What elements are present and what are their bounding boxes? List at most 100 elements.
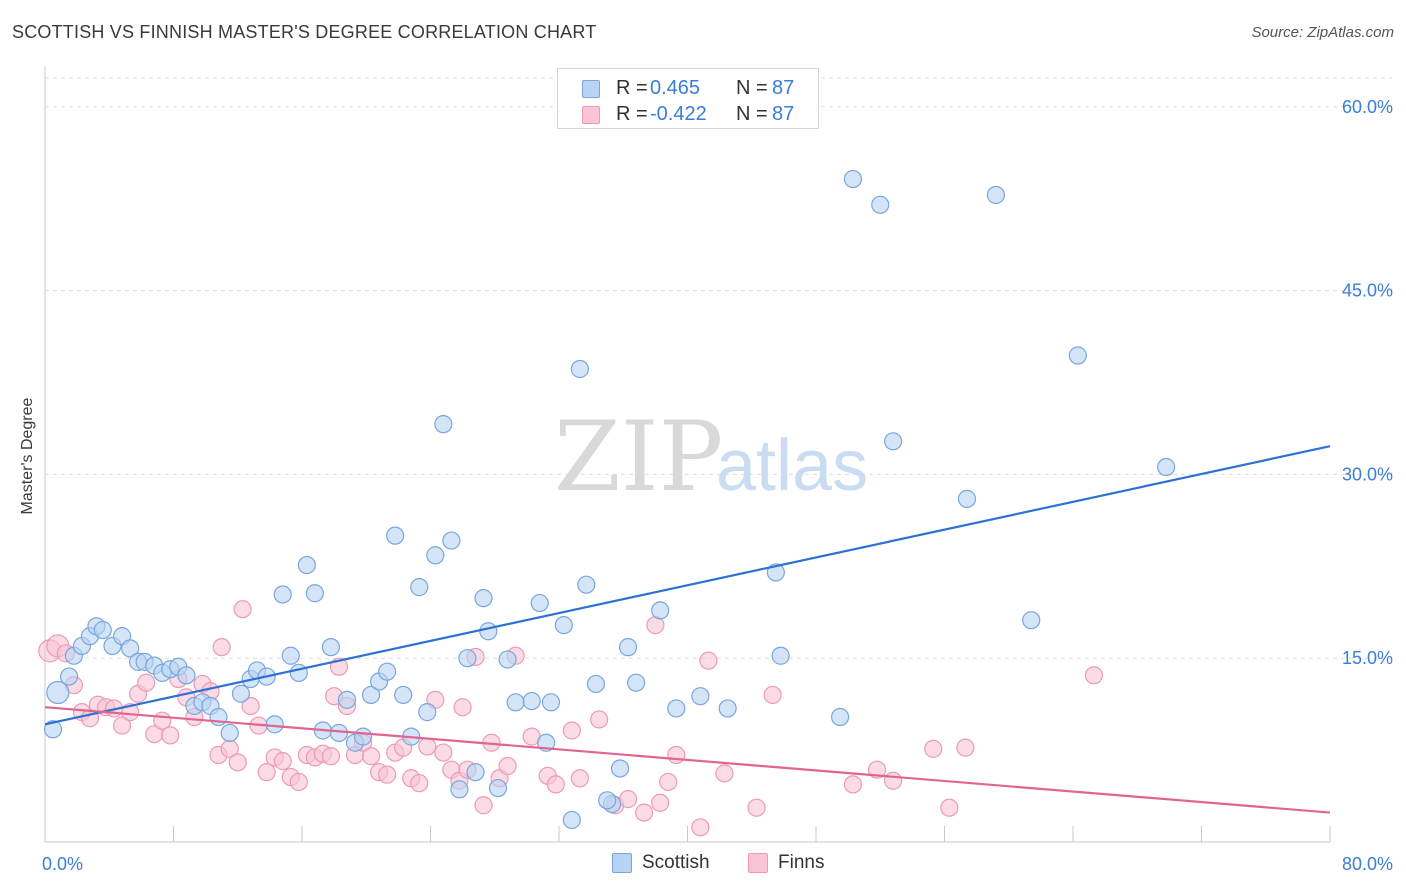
- scottish-point: [361, 685, 381, 705]
- scottish-point: [1068, 346, 1087, 365]
- scottish-point: [667, 699, 686, 718]
- finns-swatch: [582, 106, 600, 124]
- finns-point: [233, 600, 252, 619]
- tick-labels: 15.0% 30.0% 45.0% 60.0% 0.0% 80.0%: [42, 97, 1393, 874]
- scottish-point: [265, 715, 284, 734]
- finns-point: [590, 710, 609, 729]
- scottish-trendline: [44, 445, 1331, 726]
- finns-point: [321, 747, 341, 766]
- scottish-point: [618, 638, 638, 657]
- watermark-zip: ZIP: [554, 401, 723, 513]
- finns-point: [434, 743, 453, 762]
- finns-point: [883, 771, 903, 790]
- scottish-point: [830, 707, 850, 727]
- finns-point: [570, 769, 589, 788]
- watermark: ZIP atlas: [554, 401, 868, 513]
- finns-point: [474, 796, 493, 815]
- scottish-point: [541, 693, 561, 712]
- legend-label: Scottish: [642, 852, 710, 873]
- finns-point: [843, 775, 863, 794]
- scottish-point: [386, 526, 405, 545]
- scottish-point: [610, 759, 630, 778]
- finns-point: [867, 760, 887, 779]
- y-tick-label: 30.0%: [1342, 464, 1393, 484]
- finns-point: [699, 651, 718, 670]
- axes: [44, 66, 1331, 843]
- scottish-point: [121, 639, 140, 658]
- finns-swatch: [748, 853, 768, 873]
- scottish-point: [466, 763, 485, 782]
- x-tick-label: 80.0%: [1342, 854, 1393, 874]
- scottish-point: [1157, 457, 1176, 477]
- scottish-point: [426, 546, 445, 565]
- scottish-point: [321, 638, 341, 657]
- finns-point: [378, 765, 397, 784]
- scottish-point: [577, 575, 596, 594]
- trendlines: [44, 445, 1331, 814]
- r-value: 0.465: [650, 77, 701, 99]
- gridlines: [45, 77, 1392, 659]
- scottish-point: [506, 693, 525, 712]
- source-label: Source: ZipAtlas.com: [1251, 24, 1394, 41]
- finns-point: [956, 738, 975, 757]
- scottish-point: [305, 584, 324, 603]
- finns-point: [361, 747, 381, 766]
- y-tick-label: 15.0%: [1342, 648, 1393, 668]
- finns-point: [241, 696, 260, 716]
- finns-point: [257, 763, 276, 782]
- scottish-point: [434, 415, 453, 434]
- legend-row-finns: R = -0.422 N = 87: [558, 101, 818, 127]
- finns-point: [715, 764, 734, 783]
- scottish-point: [718, 699, 737, 718]
- finns-point: [273, 752, 292, 771]
- scottish-point: [329, 723, 349, 743]
- scottish-point: [530, 593, 549, 613]
- scottish-point: [410, 578, 429, 597]
- scottish-point: [177, 666, 196, 685]
- scottish-point: [957, 489, 977, 508]
- n-value: 87: [772, 77, 795, 99]
- finns-point: [410, 774, 429, 793]
- scottish-point: [337, 690, 357, 709]
- scottish-point: [93, 620, 112, 640]
- n-label: N =: [736, 103, 768, 125]
- finns-trendline: [44, 706, 1331, 814]
- scottish-point: [281, 646, 300, 665]
- scottish-point: [378, 662, 397, 681]
- finns-point: [562, 721, 581, 740]
- scottish-point: [522, 691, 541, 711]
- scottish-point: [554, 616, 573, 635]
- finns-point: [667, 745, 686, 765]
- scottish-point: [986, 185, 1006, 205]
- scottish-point: [43, 720, 63, 739]
- finns-point: [453, 698, 472, 717]
- scottish-point: [883, 432, 903, 451]
- r-value: -0.422: [650, 103, 707, 125]
- scottish-swatch: [582, 80, 600, 98]
- scottish-point: [450, 780, 469, 799]
- scottish-points: [43, 169, 1176, 830]
- finns-point: [635, 803, 654, 822]
- legend-label: Finns: [778, 852, 825, 873]
- x-tick-label: 0.0%: [42, 854, 83, 874]
- n-label: N =: [736, 77, 768, 99]
- scottish-point: [394, 685, 413, 705]
- scottish-point: [297, 555, 316, 575]
- scottish-point: [59, 667, 79, 686]
- scottish-point: [843, 169, 863, 189]
- finns-point: [651, 793, 670, 812]
- scottish-point: [586, 674, 606, 694]
- scottish-point: [479, 622, 498, 641]
- finns-points: [38, 600, 1103, 837]
- scottish-point: [871, 195, 890, 214]
- scottish-point: [691, 687, 710, 706]
- finns-point: [691, 818, 710, 837]
- finns-point: [940, 798, 959, 817]
- finns-point: [924, 739, 943, 758]
- scottish-point: [418, 703, 437, 722]
- finns-point: [289, 772, 308, 792]
- scottish-point: [562, 810, 581, 830]
- finns-point: [618, 790, 638, 809]
- scottish-point: [626, 673, 646, 692]
